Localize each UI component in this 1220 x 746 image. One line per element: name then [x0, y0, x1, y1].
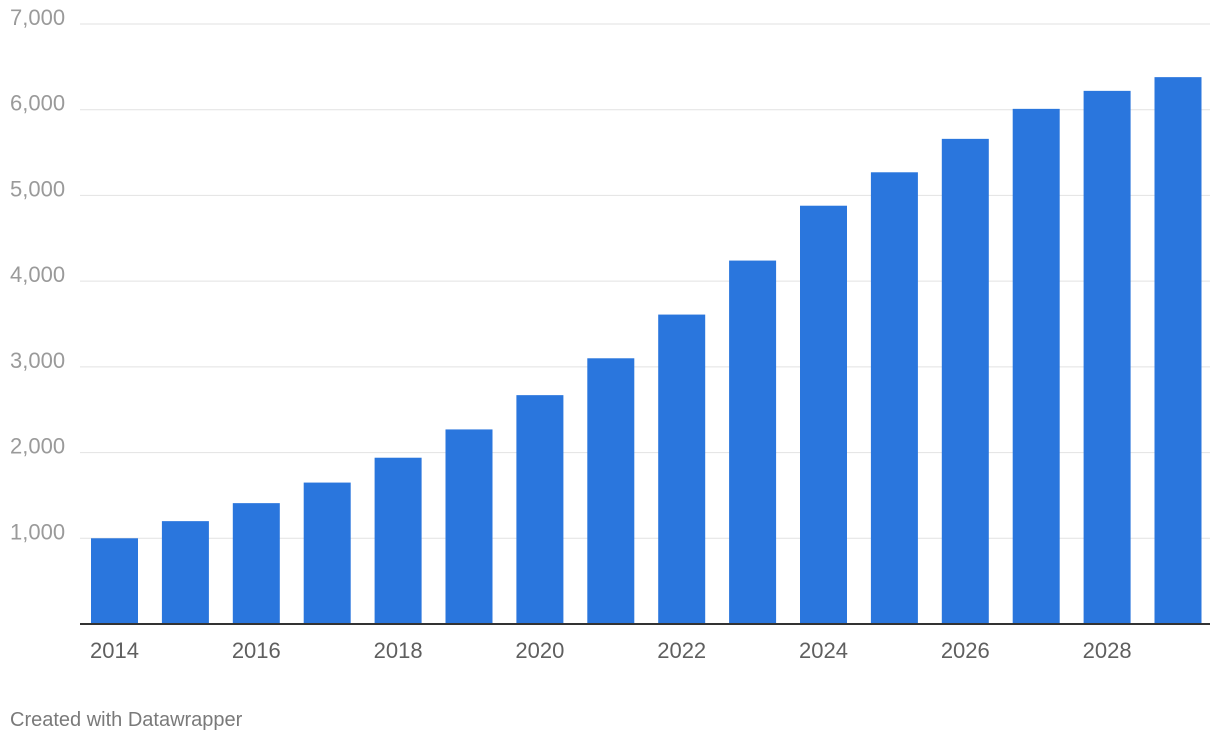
- y-tick-label: 2,000: [10, 434, 65, 459]
- bar-2014: [91, 538, 138, 624]
- bar-2017: [303, 482, 351, 624]
- datawrapper-credit[interactable]: Created with Datawrapper: [10, 709, 243, 731]
- bar-2029: [1154, 77, 1202, 624]
- y-axis-tick-labels: 1,000 2,000 3,000 4,000 5,000 6,000 7,000: [10, 5, 65, 544]
- bar-2015: [161, 521, 209, 624]
- y-tick-label: 3,000: [10, 348, 65, 373]
- bar-2018: [374, 457, 422, 624]
- bars: [91, 77, 1202, 625]
- x-tick-label: 2018: [374, 638, 423, 663]
- x-tick-label: 2016: [232, 638, 281, 663]
- bar-2022: [658, 314, 706, 624]
- y-tick-label: 6,000: [10, 91, 65, 116]
- gridlines: [80, 23, 1210, 539]
- x-tick-label: 2014: [90, 638, 139, 663]
- x-tick-label: 2020: [515, 638, 564, 663]
- bar-2025: [870, 172, 918, 625]
- bar-2019: [445, 429, 493, 624]
- y-tick-label: 7,000: [10, 5, 65, 30]
- bar-2024: [800, 205, 847, 624]
- bar-2016: [232, 503, 280, 624]
- x-tick-label: 2028: [1083, 638, 1132, 663]
- bar-2027: [1012, 108, 1060, 625]
- x-tick-label: 2024: [799, 638, 848, 663]
- x-tick-label: 2022: [657, 638, 706, 663]
- bar-2028: [1083, 90, 1131, 625]
- bar-2021: [587, 358, 635, 624]
- y-tick-label: 1,000: [10, 519, 65, 544]
- y-tick-label: 4,000: [10, 262, 65, 287]
- x-tick-label: 2026: [941, 638, 990, 663]
- x-axis-tick-labels: 2014 2016 2018 2020 2022 2024 2026 2028: [90, 638, 1132, 663]
- bar-2026: [941, 138, 989, 624]
- bar-2020: [516, 395, 564, 624]
- bar-2023: [729, 260, 777, 624]
- y-tick-label: 5,000: [10, 176, 65, 201]
